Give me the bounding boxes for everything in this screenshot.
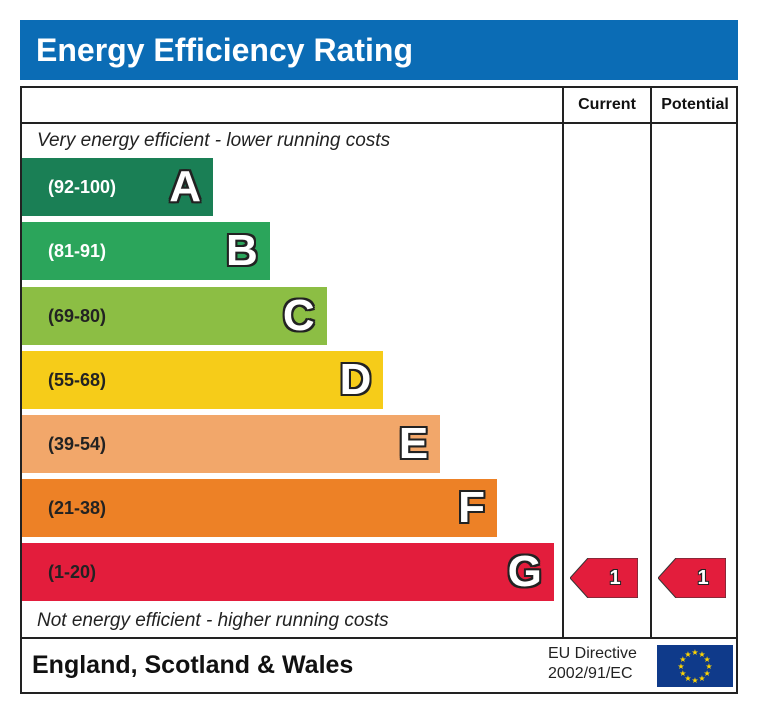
potential-rating-arrow: 1 (658, 558, 726, 598)
band-letter: A (169, 162, 201, 211)
current-rating-value: 1 (609, 567, 621, 589)
svg-text:★: ★ (705, 662, 712, 671)
svg-text:★: ★ (679, 669, 686, 678)
column-header-current: Current (578, 96, 636, 113)
bottom-note: Not energy efficient - higher running co… (37, 610, 389, 631)
svg-text:★: ★ (691, 648, 698, 657)
band-range: (81-91) (48, 241, 107, 261)
band-letter: G (507, 547, 542, 596)
column-divider (650, 88, 652, 639)
header-divider (562, 122, 738, 124)
potential-rating-value: 1 (697, 567, 709, 589)
band-letter: E (398, 419, 429, 468)
rating-bar-d: (55-68) D (22, 351, 384, 409)
svg-text:★: ★ (704, 669, 711, 678)
svg-text:★: ★ (698, 650, 705, 659)
svg-text:★: ★ (684, 674, 691, 683)
band-letter: C (282, 291, 315, 340)
rating-table: Current Potential Very energy efficient … (20, 86, 738, 694)
band-range: (39-54) (48, 434, 107, 454)
region-label: England, Scotland & Wales (32, 651, 354, 679)
top-note: Very energy efficient - lower running co… (37, 130, 391, 151)
eu-directive: EU Directive 2002/91/EC (548, 644, 637, 684)
band-letter: D (339, 355, 372, 404)
column-divider (562, 88, 564, 639)
svg-text:★: ★ (679, 655, 686, 664)
band-range: (21-38) (48, 498, 107, 518)
svg-text:★: ★ (684, 650, 691, 659)
rating-bar-f: (21-38) F (22, 479, 497, 537)
current-rating-arrow: 1 (570, 558, 638, 598)
chart-title: Energy Efficiency Rating (20, 20, 738, 80)
footer-divider (22, 637, 738, 639)
band-range: (55-68) (48, 370, 107, 390)
rating-bar-g: (1-20) G (22, 543, 554, 601)
rating-bar-e: (39-54) E (22, 415, 441, 473)
svg-text:★: ★ (698, 674, 705, 683)
band-range: (1-20) (48, 562, 97, 582)
svg-text:★: ★ (677, 662, 684, 671)
directive-line2: 2002/91/EC (548, 665, 633, 682)
band-range: (69-80) (48, 306, 107, 326)
svg-text:★: ★ (691, 676, 698, 685)
band-letter: F (458, 483, 485, 532)
svg-text:★: ★ (704, 655, 711, 664)
rating-bar-b: (81-91) B (22, 222, 270, 280)
rating-bar-a: (92-100) A (22, 158, 213, 216)
header-divider (22, 122, 562, 124)
eu-flag-icon: ★ ★ ★ ★ ★ ★ ★ ★ ★ ★ ★ ★ (657, 645, 733, 687)
rating-bar-c: (69-80) C (22, 287, 327, 345)
column-header-potential: Potential (661, 96, 729, 113)
band-range: (92-100) (48, 177, 117, 197)
band-letter: B (226, 226, 258, 275)
directive-line1: EU Directive (548, 645, 637, 662)
